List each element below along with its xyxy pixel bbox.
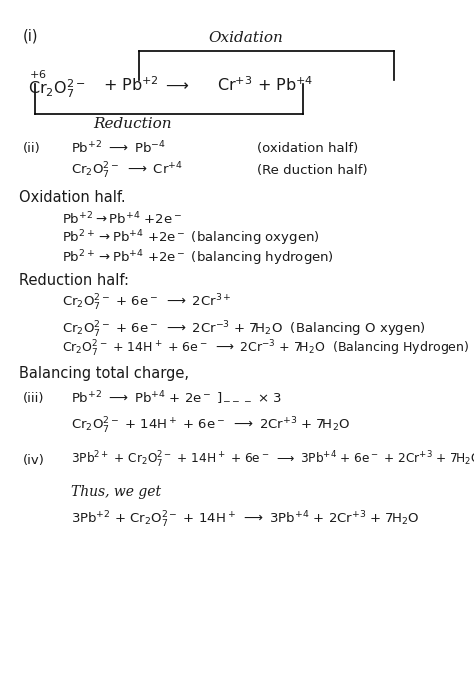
Text: $+\ \mathrm{Pb}^{+4}$: $+\ \mathrm{Pb}^{+4}$ [257, 75, 314, 94]
Text: Pb$^{+2}$ $\longrightarrow$ Pb$^{+4}$ + 2e$^-$ ]$_{---}$ × 3: Pb$^{+2}$ $\longrightarrow$ Pb$^{+4}$ + … [71, 390, 282, 407]
Text: $+\ \mathrm{Pb}^{+2}$: $+\ \mathrm{Pb}^{+2}$ [103, 75, 159, 94]
Text: Cr$_2$O$_7^{2-}$ + 6e$^-$ $\longrightarrow$ 2Cr$^{-3}$ + 7H$_2$O  (Balancing O x: Cr$_2$O$_7^{2-}$ + 6e$^-$ $\longrightarr… [62, 319, 426, 339]
Text: Reduction: Reduction [93, 118, 172, 131]
Text: $\mathrm{Cr}^{+3}$: $\mathrm{Cr}^{+3}$ [217, 75, 252, 94]
Text: $\overset{+6}{\mathrm{Cr}}_2\mathrm{O}_7^{2-}$: $\overset{+6}{\mathrm{Cr}}_2\mathrm{O}_7… [27, 69, 85, 100]
Text: Oxidation: Oxidation [209, 32, 283, 45]
Text: Oxidation half.: Oxidation half. [18, 190, 125, 205]
Text: Cr$_2$O$_7^{2-}$ + 14H$^+$ + 6e$^-$ $\longrightarrow$ 2Cr$^{-3}$ + 7H$_2$O  (Bal: Cr$_2$O$_7^{2-}$ + 14H$^+$ + 6e$^-$ $\lo… [62, 339, 469, 359]
Text: Cr$_2$O$_7^{2-}$ + 6e$^-$ $\longrightarrow$ 2Cr$^{3+}$: Cr$_2$O$_7^{2-}$ + 6e$^-$ $\longrightarr… [62, 293, 231, 313]
Text: (i): (i) [23, 28, 39, 43]
Text: Thus, we get: Thus, we get [71, 485, 161, 499]
Text: $\longrightarrow$: $\longrightarrow$ [162, 77, 189, 92]
Text: (Re duction half): (Re duction half) [257, 164, 368, 178]
Text: Pb$^{2+}$$\rightarrow$Pb$^{+4}$ +2e$^-$ (balancing oxygen): Pb$^{2+}$$\rightarrow$Pb$^{+4}$ +2e$^-$ … [62, 228, 319, 248]
Text: (ii): (ii) [23, 142, 41, 155]
Text: Pb$^{+2}$ $\longrightarrow$ Pb$^{-4}$: Pb$^{+2}$ $\longrightarrow$ Pb$^{-4}$ [71, 140, 166, 157]
Text: Cr$_2$O$_7^{2-}$ $\longrightarrow$ Cr$^{+4}$: Cr$_2$O$_7^{2-}$ $\longrightarrow$ Cr$^{… [71, 161, 182, 181]
Text: Balancing total charge,: Balancing total charge, [18, 366, 189, 381]
Text: 3Pb$^{2+}$ + Cr$_2$O$_7^{2-}$ + 14H$^+$ + 6e$^-$ $\longrightarrow$ 3Pb$^{+4}$ + : 3Pb$^{2+}$ + Cr$_2$O$_7^{2-}$ + 14H$^+$ … [71, 450, 474, 471]
Text: (iii): (iii) [23, 391, 45, 405]
Text: Reduction half:: Reduction half: [18, 273, 128, 288]
Text: Cr$_2$O$_7^{2-}$ + 14H$^+$ + 6e$^-$ $\longrightarrow$ 2Cr$^{+3}$ + 7H$_2$O: Cr$_2$O$_7^{2-}$ + 14H$^+$ + 6e$^-$ $\lo… [71, 416, 350, 436]
Text: 3Pb$^{+2}$ + Cr$_2$O$_7^{2-}$ + 14H$^+$ $\longrightarrow$ 3Pb$^{+4}$ + 2Cr$^{+3}: 3Pb$^{+2}$ + Cr$_2$O$_7^{2-}$ + 14H$^+$ … [71, 510, 419, 530]
Text: (oxidation half): (oxidation half) [257, 142, 359, 155]
Text: Pb$^{2+}$$\rightarrow$Pb$^{+4}$ +2e$^-$ (balancing hydrogen): Pb$^{2+}$$\rightarrow$Pb$^{+4}$ +2e$^-$ … [62, 248, 334, 268]
Text: (iv): (iv) [23, 454, 45, 466]
Text: Pb$^{+2}$$\rightarrow$Pb$^{+4}$ +2e$^-$: Pb$^{+2}$$\rightarrow$Pb$^{+4}$ +2e$^-$ [62, 211, 182, 227]
